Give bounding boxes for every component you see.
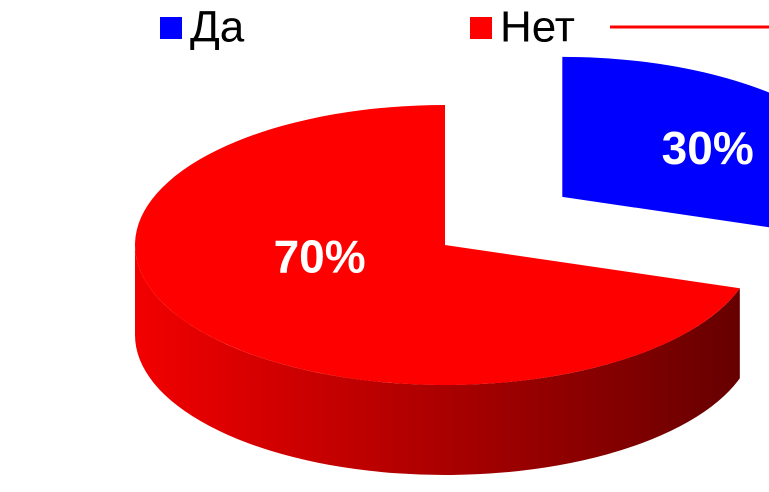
legend-swatch bbox=[160, 17, 182, 39]
slice bbox=[562, 56, 769, 228]
legend-label: Нет bbox=[500, 3, 575, 52]
legend-swatch bbox=[470, 17, 492, 39]
slice bbox=[135, 105, 740, 385]
slice-side bbox=[135, 245, 740, 475]
value-label: 70% bbox=[274, 230, 366, 282]
value-label: 30% bbox=[662, 122, 754, 174]
legend-label: Да bbox=[190, 3, 245, 52]
